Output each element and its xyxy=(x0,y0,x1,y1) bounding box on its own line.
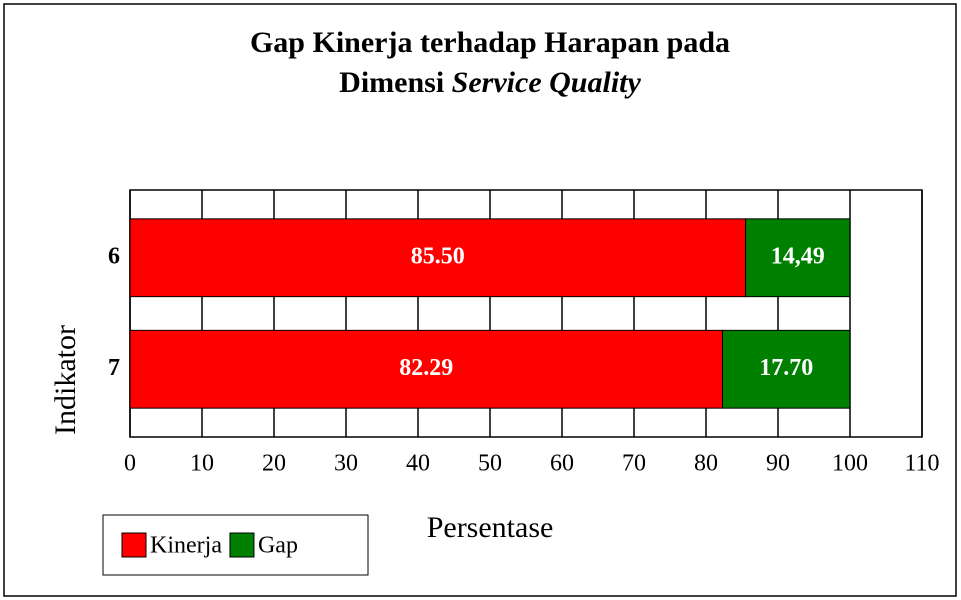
bar-segment xyxy=(721,329,851,409)
x-tick-label: 30 xyxy=(334,451,358,477)
x-tick-label: 0 xyxy=(124,451,136,477)
x-tick-label: 90 xyxy=(766,451,790,477)
bar-segment xyxy=(745,218,851,298)
legend-swatch xyxy=(121,532,147,558)
chart-title-part: Service Quality xyxy=(452,66,642,99)
x-tick-label: 10 xyxy=(190,451,214,477)
x-tick-label: 70 xyxy=(622,451,646,477)
y-axis-label: Indikator xyxy=(49,325,82,435)
chart-title: Gap Kinerja terhadap Harapan pada xyxy=(250,26,730,59)
chart-title-part: Dimensi xyxy=(339,66,444,99)
x-tick-label: 100 xyxy=(832,451,868,477)
x-tick-label: 80 xyxy=(694,451,718,477)
legend-swatch xyxy=(229,532,255,558)
x-tick-label: 20 xyxy=(262,451,286,477)
x-tick-label: 110 xyxy=(904,451,939,477)
x-tick-label: 60 xyxy=(550,451,574,477)
data-label: 14,49 xyxy=(771,243,825,269)
data-label: 82.29 xyxy=(399,355,453,381)
x-axis-label: Persentase xyxy=(427,511,554,544)
bar-segment xyxy=(129,329,723,409)
data-label: 85.50 xyxy=(411,243,465,269)
data-label: 17.70 xyxy=(759,355,813,381)
legend-label: Gap xyxy=(258,533,298,559)
x-tick-label: 40 xyxy=(406,451,430,477)
y-tick-label: 6 xyxy=(108,243,120,269)
chart-title: Dimensi Service Quality xyxy=(339,66,641,99)
legend-label: Kinerja xyxy=(150,533,222,559)
y-tick-label: 7 xyxy=(108,355,120,381)
x-tick-label: 50 xyxy=(478,451,502,477)
bar-segment xyxy=(129,218,747,298)
